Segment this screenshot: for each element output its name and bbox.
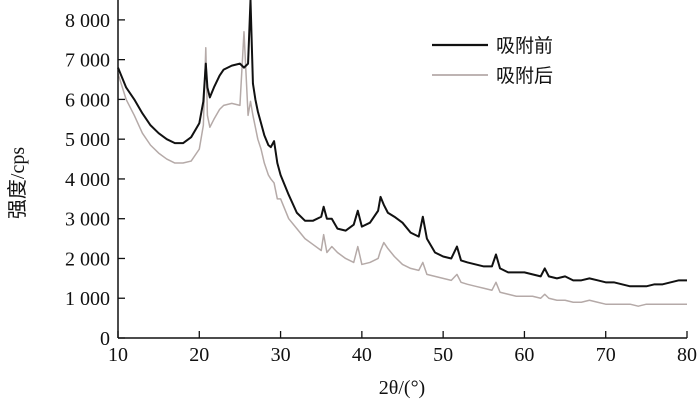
ticks-layer: 10 20 30 40 50 60 70 80 0 1 000 2 000 3 000 4 000 5 0… xyxy=(65,10,697,366)
y-tick-label: 8 000 xyxy=(65,10,110,32)
x-tick-label: 10 xyxy=(108,344,128,366)
x-axis-title: 2θ/(°) xyxy=(379,377,425,399)
x-tick-label: 20 xyxy=(189,344,209,366)
y-tick-label: 4 000 xyxy=(65,169,110,191)
x-tick-label: 30 xyxy=(271,344,291,366)
y-tick-label: 0 xyxy=(100,328,110,350)
x-tick-label: 40 xyxy=(352,344,372,366)
y-axis-title: 强度/cps xyxy=(6,147,29,219)
legend: 吸附前 吸附后 xyxy=(432,35,553,87)
y-tick-label: 3 000 xyxy=(65,209,110,231)
series-line-after-adsorption xyxy=(117,31,687,307)
x-tick-label: 60 xyxy=(514,344,534,366)
x-tick-label: 70 xyxy=(596,344,616,366)
axes-layer xyxy=(117,0,687,339)
series-layer xyxy=(117,0,687,307)
legend-label-before: 吸附前 xyxy=(496,35,553,57)
x-tick-label: 50 xyxy=(433,344,453,366)
y-tick-label: 6 000 xyxy=(65,89,110,111)
y-tick-label: 7 000 xyxy=(65,50,110,72)
legend-label-after: 吸附后 xyxy=(496,65,553,87)
y-tick-label: 2 000 xyxy=(65,248,110,270)
y-tick-label: 5 000 xyxy=(65,129,110,151)
series-line-before-adsorption xyxy=(117,0,687,288)
y-tick-label: 1 000 xyxy=(65,288,110,310)
x-tick-label: 80 xyxy=(677,344,697,366)
